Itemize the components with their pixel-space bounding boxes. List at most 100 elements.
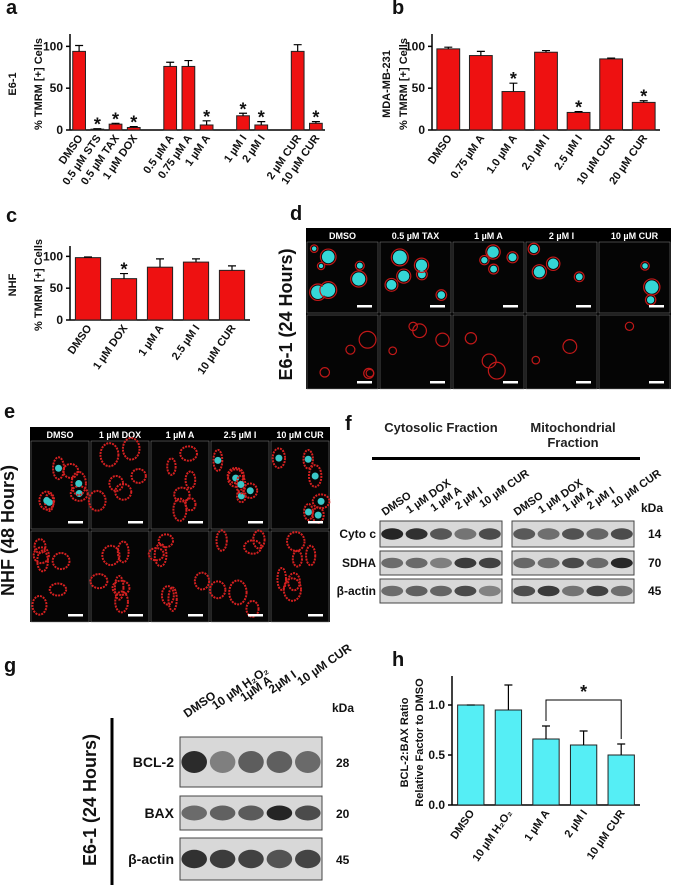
significance-label: * — [575, 98, 582, 118]
y-axis-label: % TMRM [+] Cells — [33, 38, 45, 130]
nucleus — [487, 246, 499, 258]
cell — [87, 489, 107, 512]
cell — [319, 248, 337, 266]
cell — [114, 482, 133, 501]
panel-letter: c — [6, 205, 17, 227]
x-tick-label: DMSO — [426, 132, 455, 166]
cell — [286, 531, 306, 552]
bar — [534, 51, 558, 131]
panel-letter: a — [6, 0, 18, 19]
band — [610, 585, 633, 597]
cell — [487, 361, 506, 380]
x-tick-label: 2.5 µM I — [170, 323, 203, 363]
cell — [506, 251, 519, 264]
cell — [311, 493, 331, 510]
band — [209, 849, 236, 869]
cell — [172, 497, 188, 522]
bar — [163, 65, 178, 131]
scale-bar — [248, 614, 263, 617]
x-tick-label: 1 µM A — [522, 808, 552, 844]
cell — [319, 367, 331, 378]
nucleus — [415, 259, 428, 271]
scale-bar — [503, 381, 518, 384]
cell — [624, 321, 635, 332]
panel-letter: h — [392, 649, 404, 671]
nucleus — [311, 246, 317, 251]
significance-label: * — [640, 87, 647, 107]
scale-bar — [308, 521, 323, 524]
row-label: BCL-2 — [133, 754, 174, 770]
side-label: E6-1 (24 Hours) — [80, 734, 100, 866]
micrograph — [525, 241, 598, 314]
scale-bar — [68, 521, 83, 524]
band — [405, 528, 428, 540]
bar — [501, 91, 526, 131]
cell — [32, 546, 50, 565]
cell — [319, 280, 338, 300]
kda-value: 14 — [648, 527, 662, 541]
cell — [640, 261, 650, 271]
cell — [166, 457, 177, 476]
column-label: DMSO — [329, 231, 356, 241]
nucleus — [533, 266, 545, 278]
kda-label: kDa — [332, 701, 354, 715]
cell — [271, 447, 287, 469]
error-bar — [75, 44, 84, 52]
band — [562, 557, 584, 569]
x-tick-label: 1 µM DOX — [91, 322, 131, 372]
cell — [435, 289, 448, 301]
column-label: 1 µM A — [474, 231, 503, 241]
significance-label: * — [112, 109, 119, 129]
bar — [494, 709, 523, 806]
cell — [316, 261, 326, 271]
nucleus — [318, 263, 324, 269]
band — [562, 585, 584, 597]
side-label: E6-1 (24 Hours) — [276, 248, 296, 380]
column-label: DMSO — [47, 430, 74, 440]
error-bar — [111, 122, 120, 125]
cell — [179, 445, 199, 462]
y-tick-label: 0 — [418, 123, 425, 137]
bar — [468, 55, 493, 131]
bar — [569, 744, 598, 806]
cell — [114, 590, 129, 614]
band — [295, 849, 321, 869]
band — [537, 585, 560, 597]
band — [238, 805, 264, 821]
scale-bar — [188, 614, 203, 617]
cell — [184, 470, 197, 490]
band — [295, 805, 321, 821]
band — [266, 751, 293, 773]
cell — [99, 442, 120, 468]
error-bar — [192, 258, 200, 263]
band — [513, 528, 536, 540]
nucleus — [75, 490, 83, 498]
bar — [181, 65, 196, 131]
scale-bar — [357, 305, 372, 308]
micrograph — [30, 530, 90, 623]
micrograph — [306, 241, 379, 314]
nucleus — [314, 511, 322, 519]
nucleus — [508, 253, 517, 262]
kda-value: 28 — [336, 756, 350, 770]
band — [405, 557, 428, 569]
nucleus — [214, 456, 222, 464]
band — [430, 585, 452, 597]
cell — [531, 355, 541, 365]
band — [295, 751, 321, 773]
column-label: 10 µM CUR — [611, 231, 659, 241]
column-label: 2.5 µM I — [224, 430, 257, 440]
nucleus — [246, 487, 254, 495]
cell — [413, 257, 430, 273]
cell — [408, 321, 418, 332]
cell — [130, 468, 147, 484]
band — [381, 557, 404, 569]
cell — [365, 368, 375, 378]
x-tick-label: 10 µM H₂O₂ — [471, 808, 515, 864]
x-tick-label: DMSO — [66, 322, 95, 356]
bar — [218, 269, 246, 321]
band — [430, 557, 452, 569]
y-tick-label: 1.0 — [428, 698, 445, 712]
error-bar — [311, 121, 320, 124]
